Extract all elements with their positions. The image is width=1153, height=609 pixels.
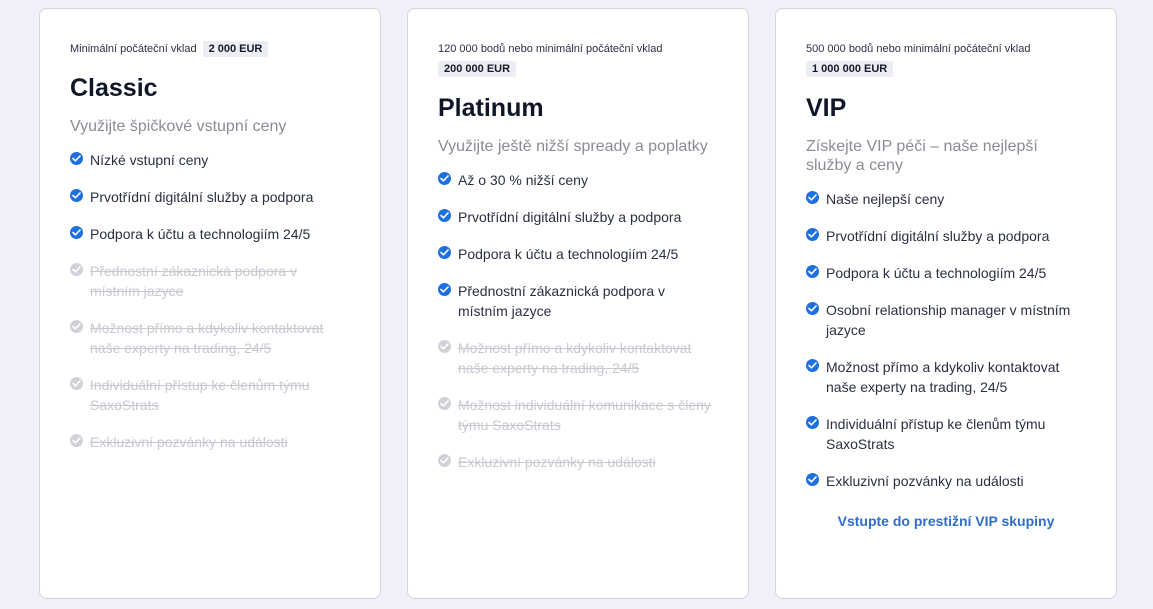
check-circle-disabled-icon: [70, 320, 83, 333]
check-circle-icon: [70, 189, 83, 202]
feature-item: Exkluzivní pozvánky na události: [438, 452, 718, 472]
feature-item: Naše nejlepší ceny: [806, 189, 1086, 209]
feature-text: Individuální přístup ke členům týmu Saxo…: [90, 377, 310, 413]
check-circle-disabled-icon: [438, 340, 451, 353]
check-circle-icon: [806, 416, 819, 429]
feature-text: Prvotřídní digitální služby a podpora: [458, 209, 682, 225]
feature-item: Podpora k účtu a technologiím 24/5: [438, 244, 718, 264]
feature-item: Individuální přístup ke členům týmu Saxo…: [806, 414, 1086, 454]
plan-title: Platinum: [438, 94, 544, 122]
feature-item: Exkluzivní pozvánky na události: [70, 432, 350, 452]
plan-title: VIP: [806, 94, 847, 122]
feature-item: Exkluzivní pozvánky na události: [806, 471, 1086, 491]
check-circle-icon: [438, 246, 451, 259]
feature-item: Možnost přímo a kdykoliv kontaktovat naš…: [806, 357, 1086, 397]
feature-list: Naše nejlepší ceny Prvotřídní digitální s…: [806, 189, 1086, 491]
feature-text: Naše nejlepší ceny: [826, 191, 945, 207]
check-circle-icon: [438, 172, 451, 185]
check-circle-icon: [70, 152, 83, 165]
deposit-amount-badge: 200 000 EUR: [438, 61, 517, 77]
feature-text: Možnost přímo a kdykoliv kontaktovat naš…: [90, 320, 324, 356]
feature-item: Možnost individuální komunikace s členy …: [438, 395, 718, 435]
check-circle-icon: [806, 191, 819, 204]
feature-text: Prvotřídní digitální služby a podpora: [90, 189, 314, 205]
plan-title: Classic: [70, 74, 158, 102]
feature-item: Prvotřídní digitální služby a podpora: [70, 187, 350, 207]
plan-card-classic: Minimální počáteční vklad 2 000 EUR Class…: [39, 8, 381, 599]
feature-text: Exkluzivní pozvánky na události: [458, 454, 656, 470]
deposit-info: Minimální počáteční vklad 2 000 EUR: [70, 39, 350, 59]
check-circle-icon: [806, 302, 819, 315]
feature-text: Osobní relationship manager v místním ja…: [826, 302, 1071, 338]
plan-card-vip: 500 000 bodů nebo minimální počáteční vk…: [775, 8, 1117, 599]
feature-item: Podpora k účtu a technologiím 24/5: [70, 224, 350, 244]
deposit-prefix: 120 000 bodů nebo minimální počáteční vk…: [438, 43, 663, 55]
check-circle-icon: [806, 265, 819, 278]
check-circle-icon: [806, 473, 819, 486]
check-circle-icon: [806, 359, 819, 372]
check-circle-disabled-icon: [70, 377, 83, 390]
deposit-prefix: 500 000 bodů nebo minimální počáteční vk…: [806, 43, 1031, 55]
plan-card-platinum: 120 000 bodů nebo minimální počáteční vk…: [407, 8, 749, 599]
check-circle-icon: [438, 283, 451, 296]
join-vip-link[interactable]: Vstupte do prestižní VIP skupiny: [837, 513, 1055, 529]
feature-text: Podpora k účtu a technologiím 24/5: [826, 265, 1047, 281]
check-circle-icon: [806, 228, 819, 241]
feature-list: Až o 30 % nižší ceny Prvotřídní digitální…: [438, 170, 718, 472]
check-circle-disabled-icon: [70, 434, 83, 447]
check-circle-disabled-icon: [70, 263, 83, 276]
feature-item: Možnost přímo a kdykoliv kontaktovat naš…: [438, 338, 718, 378]
feature-text: Prvotřídní digitální služby a podpora: [826, 228, 1050, 244]
deposit-prefix: Minimální počáteční vklad: [70, 43, 197, 55]
plan-subtitle: Získejte VIP péči – naše nejlepší služby…: [806, 138, 1038, 174]
deposit-amount-badge: 2 000 EUR: [202, 41, 269, 57]
feature-text: Podpora k účtu a technologiím 24/5: [90, 226, 311, 242]
feature-item: Osobní relationship manager v místním ja…: [806, 300, 1086, 340]
feature-item: Prvotřídní digitální služby a podpora: [806, 226, 1086, 246]
plan-subtitle: Využijte ještě nižší spready a poplatky: [438, 138, 708, 155]
check-circle-icon: [438, 209, 451, 222]
feature-item: Až o 30 % nižší ceny: [438, 170, 718, 190]
feature-text: Až o 30 % nižší ceny: [458, 172, 588, 188]
check-circle-icon: [70, 226, 83, 239]
deposit-info: 120 000 bodů nebo minimální počáteční vk…: [438, 39, 718, 79]
feature-item: Přednostní zákaznická podpora v místním …: [438, 281, 718, 321]
feature-text: Podpora k účtu a technologiím 24/5: [458, 246, 679, 262]
feature-text: Exkluzivní pozvánky na události: [826, 473, 1024, 489]
feature-item: Individuální přístup ke členům týmu Saxo…: [70, 375, 350, 415]
feature-item: Možnost přímo a kdykoliv kontaktovat naš…: [70, 318, 350, 358]
feature-text: Individuální přístup ke členům týmu Saxo…: [826, 416, 1046, 452]
feature-item: Přednostní zákaznická podpora v místním …: [70, 261, 350, 301]
check-circle-disabled-icon: [438, 454, 451, 467]
check-circle-disabled-icon: [438, 397, 451, 410]
feature-item: Prvotřídní digitální služby a podpora: [438, 207, 718, 227]
deposit-info: 500 000 bodů nebo minimální počáteční vk…: [806, 39, 1086, 79]
feature-text: Možnost přímo a kdykoliv kontaktovat naš…: [458, 340, 692, 376]
feature-text: Exkluzivní pozvánky na události: [90, 434, 288, 450]
feature-list: Nízké vstupní ceny Prvotřídní digitální s…: [70, 150, 350, 452]
feature-item: Podpora k účtu a technologiím 24/5: [806, 263, 1086, 283]
feature-text: Přednostní zákaznická podpora v místním …: [458, 283, 666, 319]
feature-item: Nízké vstupní ceny: [70, 150, 350, 170]
feature-text: Přednostní zákaznická podpora v místním …: [90, 263, 298, 299]
deposit-amount-badge: 1 000 000 EUR: [806, 61, 894, 77]
feature-text: Možnost individuální komunikace s členy …: [458, 397, 711, 433]
feature-text: Možnost přímo a kdykoliv kontaktovat naš…: [826, 359, 1060, 395]
feature-text: Nízké vstupní ceny: [90, 152, 209, 168]
plan-subtitle: Využijte špičkové vstupní ceny: [70, 118, 287, 135]
